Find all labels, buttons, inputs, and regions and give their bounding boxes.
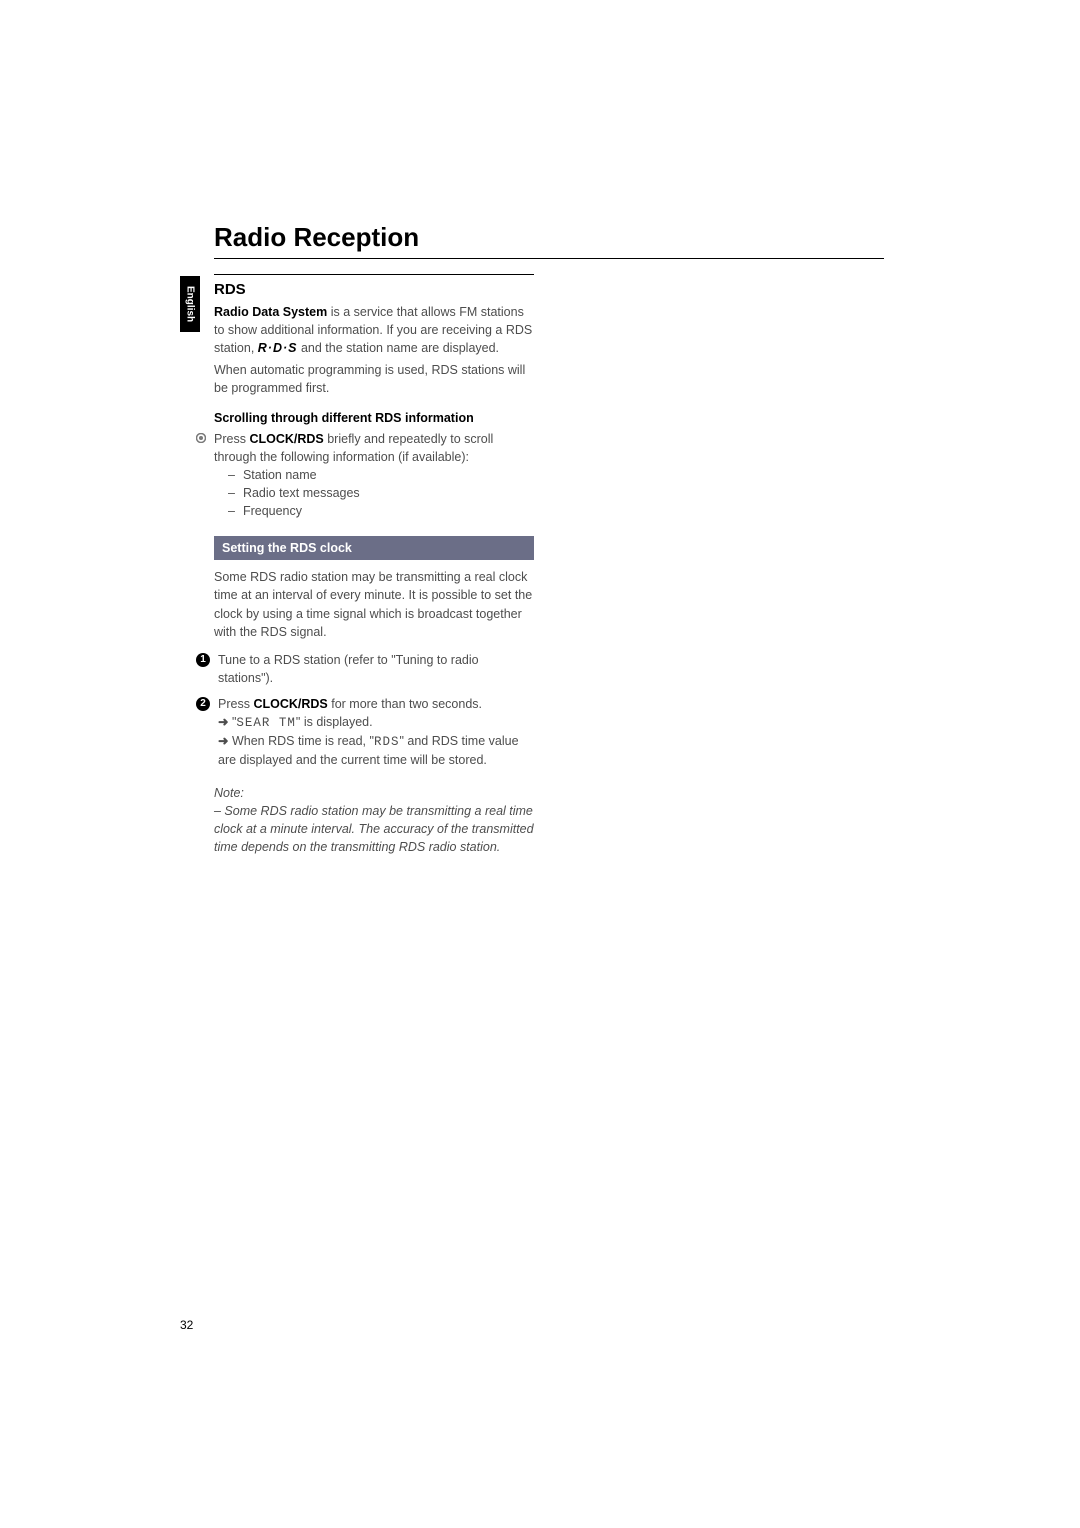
bullet-icon [196, 433, 206, 443]
list-item: –Radio text messages [228, 484, 534, 502]
content-column: RDS Radio Data System is a service that … [214, 274, 534, 856]
title-rule [214, 258, 884, 259]
display-code: SEAR TM [236, 716, 296, 730]
page-number: 32 [180, 1318, 193, 1332]
display-code: RDS [374, 735, 400, 749]
rds-intro-2: When automatic programming is used, RDS … [214, 361, 534, 397]
step-number-icon: 1 [196, 653, 210, 667]
step2-button-label: CLOCK/RDS [253, 697, 327, 711]
rds-heading: RDS [214, 274, 534, 301]
scroll-bullet-row: Press CLOCK/RDS briefly and repeatedly t… [196, 430, 534, 521]
scroll-press-text: Press [214, 432, 249, 446]
step-row-2: 2 Press CLOCK/RDS for more than two seco… [196, 695, 534, 770]
step2-result-2: ➜ When RDS time is read, "RDS" and RDS t… [218, 732, 534, 769]
list-item-label: Radio text messages [243, 484, 360, 502]
language-tab: English [180, 276, 200, 332]
rds-intro-1: Radio Data System is a service that allo… [214, 303, 534, 357]
scroll-instruction: Press CLOCK/RDS briefly and repeatedly t… [214, 430, 534, 521]
list-item-label: Frequency [243, 502, 302, 520]
scroll-button-label: CLOCK/RDS [249, 432, 323, 446]
list-item-label: Station name [243, 466, 317, 484]
step-number-icon: 2 [196, 697, 210, 711]
step-row-1: 1 Tune to a RDS station (refer to "Tunin… [196, 651, 534, 687]
scroll-subhead: Scrolling through different RDS informat… [214, 409, 534, 427]
scroll-list: –Station name –Radio text messages –Freq… [228, 466, 534, 520]
step2-rest-text: for more than two seconds. [328, 697, 482, 711]
step-1-text: Tune to a RDS station (refer to "Tuning … [218, 651, 534, 687]
note-body: – Some RDS radio station may be transmit… [214, 802, 534, 856]
result-text: " is displayed. [296, 715, 373, 729]
rds-intro-text-2: and the station name are displayed. [298, 341, 500, 355]
list-item: –Frequency [228, 502, 534, 520]
arrow-icon: ➜ [218, 715, 232, 729]
page-title: Radio Reception [214, 222, 419, 253]
arrow-icon: ➜ [218, 734, 232, 748]
note-block: Note: – Some RDS radio station may be tr… [214, 784, 534, 857]
step2-press-text: Press [218, 697, 253, 711]
step2-result-1: ➜ "SEAR TM" is displayed. [218, 713, 534, 732]
rds-intro-bold: Radio Data System [214, 305, 327, 319]
note-label: Note: [214, 784, 534, 802]
clock-intro: Some RDS radio station may be transmitti… [214, 568, 534, 641]
clock-bar-heading: Setting the RDS clock [214, 536, 534, 560]
list-item: –Station name [228, 466, 534, 484]
step-2-body: Press CLOCK/RDS for more than two second… [218, 695, 534, 770]
rds-logo: R·D·S [258, 341, 298, 355]
result-text-a: When RDS time is read, " [232, 734, 374, 748]
